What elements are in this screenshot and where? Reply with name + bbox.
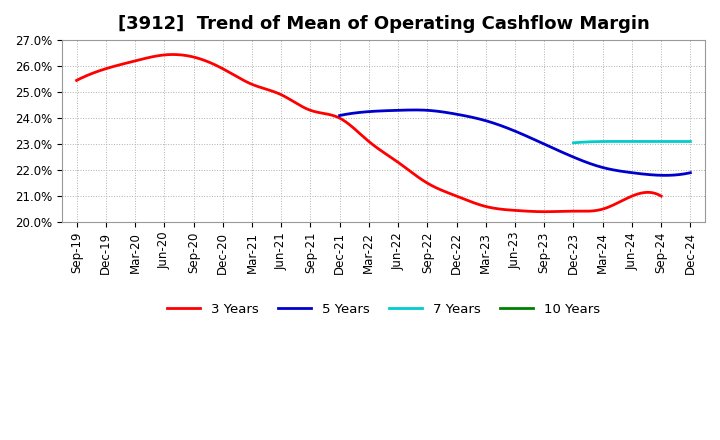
5 Years xyxy=(661,173,670,178)
3 Years xyxy=(168,52,177,57)
5 Years xyxy=(410,107,419,113)
3 Years xyxy=(645,190,654,195)
3 Years xyxy=(421,180,430,185)
Line: 3 Years: 3 Years xyxy=(76,55,661,212)
7 Years xyxy=(686,139,695,144)
7 Years xyxy=(626,139,634,144)
5 Years xyxy=(624,169,632,175)
5 Years xyxy=(526,135,534,140)
5 Years xyxy=(503,125,511,131)
Title: [3912]  Trend of Mean of Operating Cashflow Margin: [3912] Trend of Mean of Operating Cashfl… xyxy=(117,15,649,33)
3 Years xyxy=(554,209,562,214)
3 Years xyxy=(72,78,81,83)
7 Years xyxy=(683,139,692,144)
3 Years xyxy=(351,127,360,132)
5 Years xyxy=(679,172,688,177)
7 Years xyxy=(625,139,634,144)
3 Years xyxy=(354,130,363,136)
5 Years xyxy=(686,170,695,176)
3 Years xyxy=(390,157,398,162)
7 Years xyxy=(665,139,674,144)
5 Years xyxy=(505,126,513,131)
Line: 5 Years: 5 Years xyxy=(340,110,690,176)
Line: 7 Years: 7 Years xyxy=(573,141,690,143)
5 Years xyxy=(545,144,554,149)
5 Years xyxy=(336,113,344,118)
7 Years xyxy=(639,139,647,144)
7 Years xyxy=(569,140,577,146)
Legend: 3 Years, 5 Years, 7 Years, 10 Years: 3 Years, 5 Years, 7 Years, 10 Years xyxy=(162,298,606,321)
7 Years xyxy=(633,139,642,144)
7 Years xyxy=(610,139,618,144)
3 Years xyxy=(541,209,549,214)
3 Years xyxy=(657,194,665,199)
